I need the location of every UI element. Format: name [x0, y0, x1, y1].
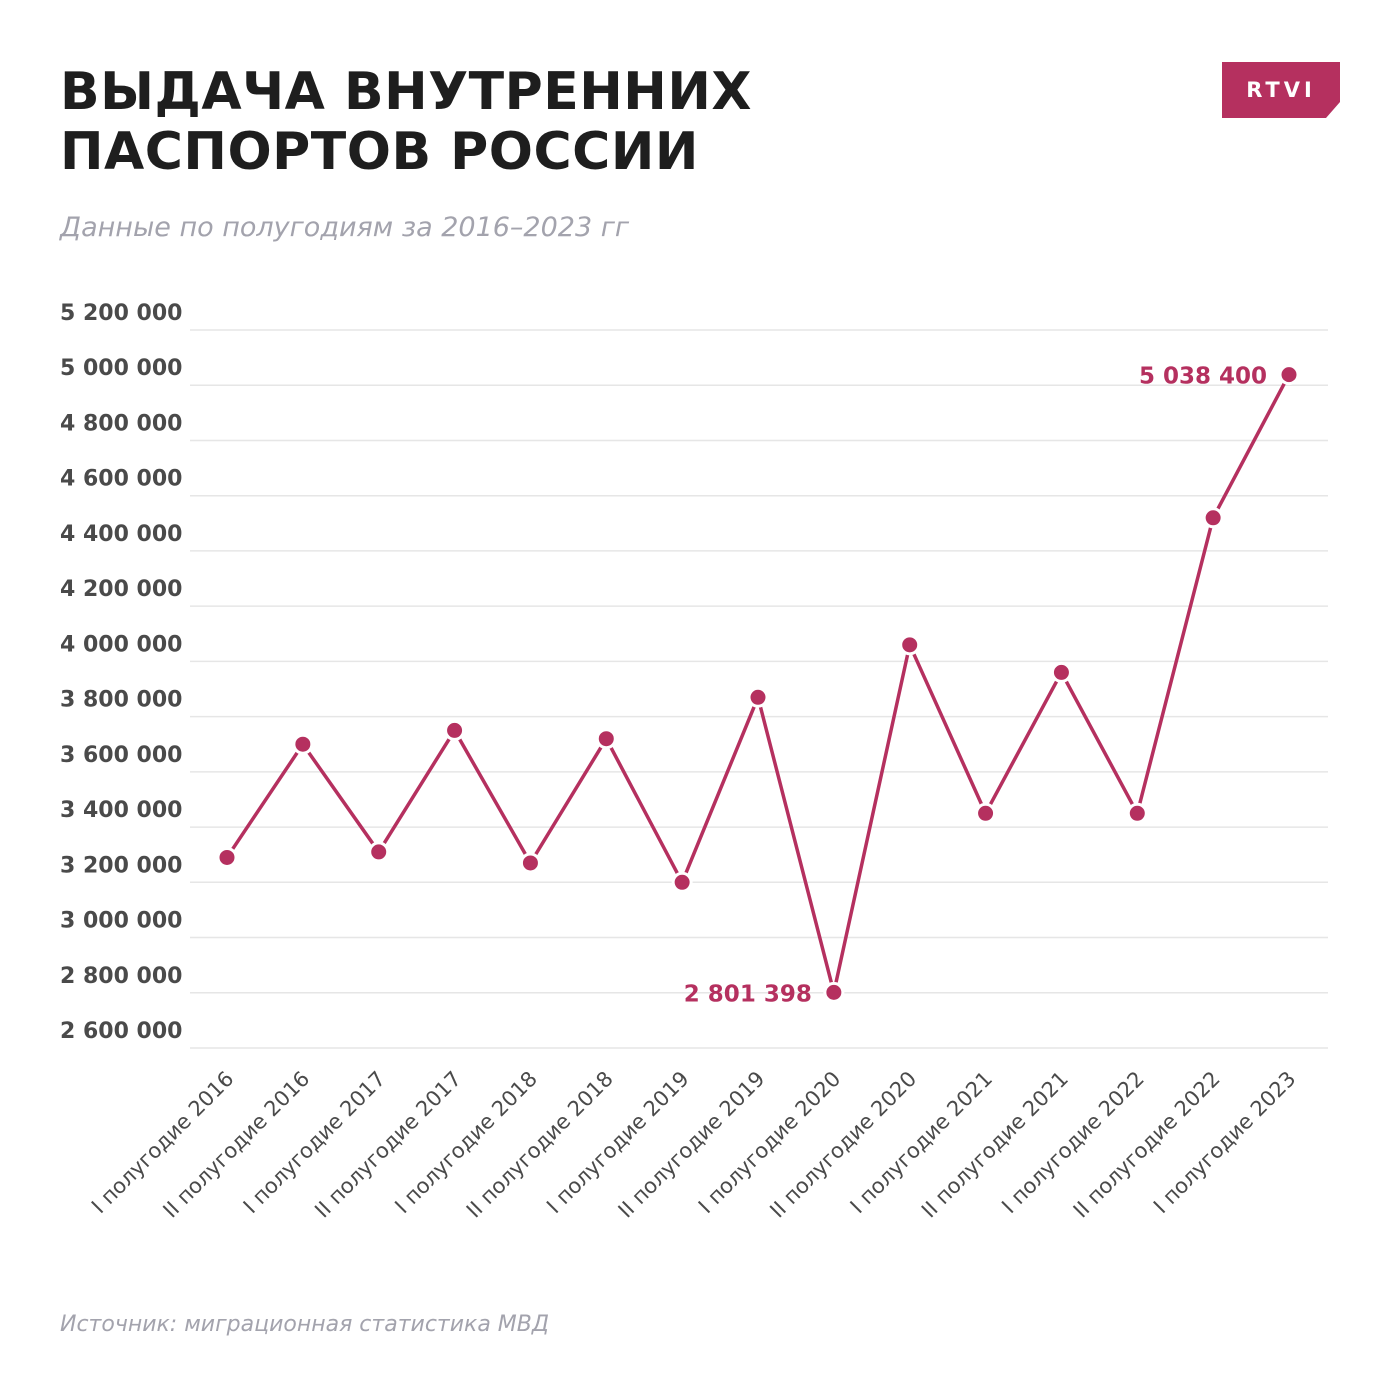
x-tick-label: I полугодие 2023 [1149, 1067, 1301, 1219]
data-point [747, 686, 769, 708]
y-tick-label: 4 200 000 [60, 577, 182, 602]
series-line [225, 373, 1291, 995]
logo-text: RTVI [1246, 78, 1316, 102]
logo-badge-shape [1222, 62, 1340, 118]
data-point [1050, 661, 1072, 683]
y-tick-label: 3 800 000 [60, 688, 182, 713]
x-tick-label: I полугодие 2021 [846, 1067, 998, 1219]
x-tick-label: I полугодие 2019 [542, 1067, 694, 1219]
data-point [368, 841, 390, 863]
x-tick-label: I полугодие 2018 [390, 1067, 542, 1219]
data-label: 5 038 400 [1139, 364, 1267, 390]
y-tick-label: 5 200 000 [60, 301, 182, 326]
page-title: ВЫДАЧА ВНУТРЕННИХ ПАСПОРТОВ РОССИИ [60, 62, 752, 182]
x-tick-label: II полугодие 2016 [158, 1067, 314, 1223]
x-tick-label: II полугодие 2021 [917, 1067, 1073, 1223]
chart-gridlines [190, 329, 1328, 1049]
y-tick-label: 3 600 000 [60, 743, 182, 768]
y-tick-label: 4 400 000 [60, 522, 182, 547]
x-tick-label: I полугодие 2020 [694, 1067, 846, 1219]
title-line-1: ВЫДАЧА ВНУТРЕННИХ [60, 62, 752, 122]
x-tick-label: I полугодие 2017 [239, 1067, 391, 1219]
y-tick-label: 2 600 000 [60, 1019, 182, 1044]
data-point [1278, 364, 1300, 386]
y-tick-label: 4 800 000 [60, 411, 182, 436]
title-line-2: ПАСПОРТОВ РОССИИ [60, 122, 699, 182]
x-tick-label: II полугодие 2017 [310, 1067, 466, 1223]
chart-series [216, 364, 1300, 1003]
x-tick-label: I полугодие 2016 [87, 1067, 239, 1219]
y-tick-label: 2 800 000 [60, 964, 182, 989]
data-label: 2 801 398 [684, 981, 812, 1007]
data-point [519, 852, 541, 874]
y-axis-ticks: 2 600 000 2 800 000 3 000 000 3 200 000 3 40… [60, 301, 182, 1044]
rtvi-logo[interactable]: RTVI [1222, 62, 1340, 118]
y-tick-label: 3 400 000 [60, 798, 182, 823]
data-point [292, 733, 314, 755]
data-point [823, 981, 845, 1003]
source-note: Источник: миграционная статистика МВД [60, 1312, 550, 1337]
y-tick-label: 3 200 000 [60, 853, 182, 878]
y-tick-label: 4 600 000 [60, 467, 182, 492]
data-point [671, 871, 693, 893]
data-point [595, 728, 617, 750]
x-tick-label: II полугодие 2019 [614, 1067, 770, 1223]
data-labels: 2 801 398 5 038 400 [684, 364, 1267, 1008]
y-tick-label: 4 000 000 [60, 632, 182, 657]
data-point [899, 634, 921, 656]
x-tick-label: II полугодие 2018 [462, 1067, 618, 1223]
data-point [444, 719, 466, 741]
x-tick-label: II полугодие 2022 [1069, 1067, 1225, 1223]
x-tick-label: II полугодие 2020 [765, 1067, 921, 1223]
y-tick-label: 3 000 000 [60, 909, 182, 934]
data-point [1202, 507, 1224, 529]
data-point [216, 846, 238, 868]
x-tick-label: I полугодие 2022 [997, 1067, 1149, 1219]
data-point [1126, 802, 1148, 824]
data-point [975, 802, 997, 824]
chart-subtitle: Данные по полугодиям за 2016–2023 гг [60, 212, 630, 243]
y-tick-label: 5 000 000 [60, 356, 182, 381]
